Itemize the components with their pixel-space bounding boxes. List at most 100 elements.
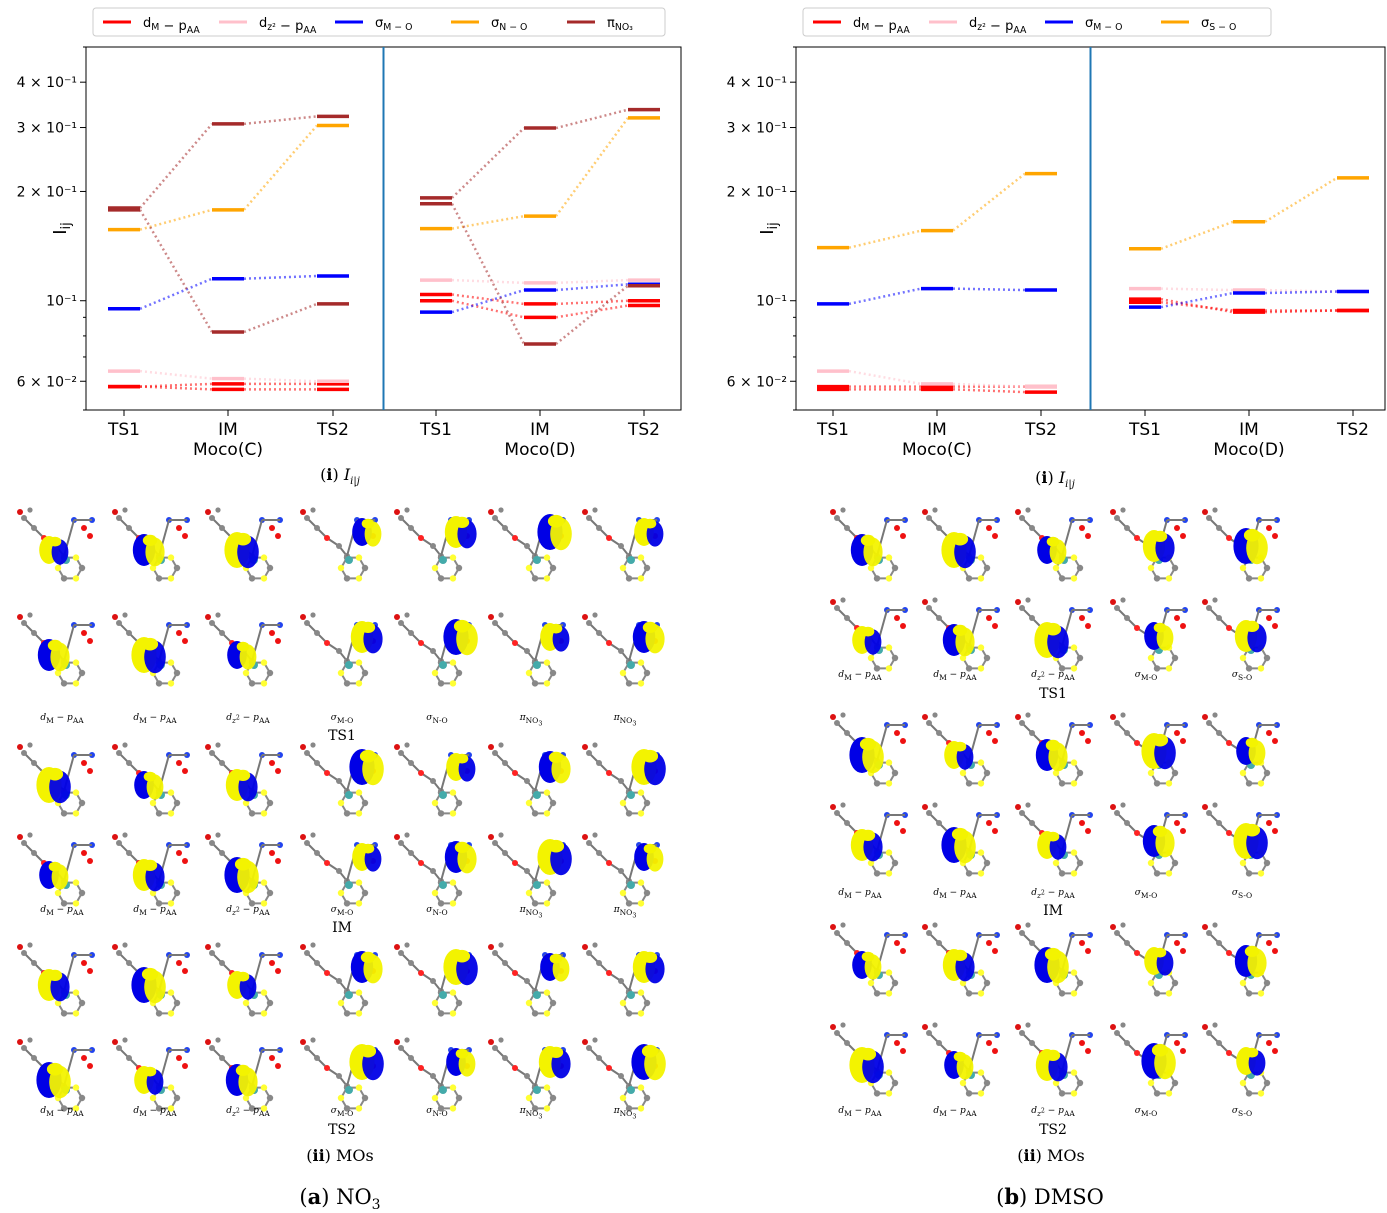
metal-atom (345, 991, 353, 999)
atom (1052, 564, 1060, 572)
atom (592, 507, 598, 513)
mo-label: dM − pAA (133, 1106, 177, 1118)
atom (209, 840, 215, 846)
atom (1120, 922, 1126, 928)
atom (549, 999, 557, 1007)
orbital-lobe (1153, 622, 1167, 633)
atom (834, 810, 840, 816)
mo-render (488, 1037, 571, 1112)
metal-atom (627, 1086, 635, 1094)
atom (266, 999, 274, 1007)
atom (87, 638, 93, 644)
atom (1085, 738, 1091, 744)
atom (926, 605, 932, 611)
atom (1025, 1022, 1031, 1028)
orbital-lobe (1245, 1047, 1259, 1058)
atom (543, 789, 551, 796)
atom (543, 1105, 551, 1112)
atom (394, 614, 400, 620)
atom (126, 630, 132, 636)
atom (502, 525, 508, 531)
atom (430, 978, 436, 984)
orbital-lobe (1046, 536, 1060, 547)
mo-render (1202, 712, 1280, 787)
orbital-lobe (1243, 823, 1261, 837)
atom (314, 1055, 320, 1061)
mo-render (488, 942, 570, 1017)
atom (1134, 625, 1140, 631)
atom (894, 525, 900, 531)
atom (922, 714, 928, 720)
atom (155, 680, 163, 687)
metal-atom (345, 661, 353, 669)
atom (269, 630, 275, 636)
atom (1245, 780, 1253, 787)
atom (834, 1030, 840, 1036)
atom (549, 564, 557, 572)
atom (167, 1010, 175, 1017)
atom (1134, 740, 1140, 746)
atom (355, 989, 363, 996)
atom (266, 1094, 274, 1102)
atom (1052, 859, 1060, 867)
mo-render (1110, 597, 1188, 672)
metal-atom (627, 881, 635, 889)
atom (1019, 930, 1025, 936)
atom (404, 612, 410, 618)
atom (355, 1010, 363, 1017)
mo-render (830, 507, 908, 582)
atom (531, 1010, 539, 1017)
atom (455, 564, 463, 572)
atom (1114, 720, 1120, 726)
atom (1124, 615, 1130, 621)
atom (891, 564, 899, 572)
atom (926, 930, 932, 936)
atom (404, 1037, 410, 1043)
atom (112, 744, 118, 750)
series-connector (952, 382, 1026, 388)
mo-render (394, 742, 476, 817)
atom (1070, 554, 1078, 561)
atom (394, 1039, 400, 1045)
atom (1206, 605, 1212, 611)
atom (977, 665, 985, 672)
atom (1266, 1040, 1272, 1046)
atom (394, 834, 400, 840)
atom (205, 1039, 211, 1045)
orbital-lobe (236, 971, 250, 982)
atom (176, 850, 182, 856)
atom (543, 1084, 551, 1091)
atom (219, 1055, 225, 1061)
atom (404, 832, 410, 838)
atom (215, 942, 221, 948)
orbital-lobe (859, 737, 877, 751)
atom (1019, 605, 1025, 611)
atom (894, 820, 900, 826)
series-connector (848, 369, 922, 386)
atom (260, 810, 268, 817)
atom (260, 789, 268, 796)
atom (167, 680, 175, 687)
atom (116, 950, 122, 956)
ring-bond (433, 991, 461, 1015)
atom (205, 944, 211, 950)
atom (398, 620, 404, 626)
atom (619, 799, 627, 807)
orbital-lobe (861, 626, 875, 637)
orbital-lobe (360, 951, 376, 963)
atom (840, 597, 846, 603)
ring-bond (527, 991, 555, 1015)
atom (844, 940, 850, 946)
atom (404, 507, 410, 513)
atom (209, 950, 215, 956)
orbital-lobe (455, 1048, 469, 1059)
ring-bond (433, 661, 461, 685)
atom (437, 1105, 445, 1112)
atom (873, 780, 881, 787)
atom (592, 1037, 598, 1043)
ring-bond (339, 556, 367, 580)
series-connector (952, 388, 1026, 394)
atom (525, 564, 533, 572)
atom (81, 630, 87, 636)
atom (992, 1048, 998, 1054)
